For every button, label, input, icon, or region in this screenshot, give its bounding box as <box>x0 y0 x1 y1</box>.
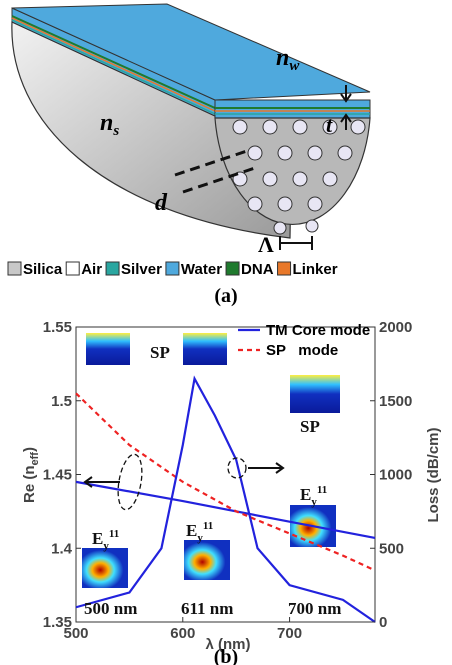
y2-tick-label: 1000 <box>379 467 412 484</box>
legend-swatch <box>8 262 21 275</box>
ns-sub: s <box>112 123 119 139</box>
mode-sub: y <box>197 532 203 544</box>
legend-label: Linker <box>293 261 338 278</box>
legend-swatch <box>106 262 119 275</box>
figure: nw ns t d Λ SilicaAirSilverWaterDNALinke… <box>0 0 452 665</box>
nw-sub: w <box>289 58 300 74</box>
legend-label: DNA <box>241 261 274 278</box>
pitch-label: Λ <box>258 232 274 257</box>
legend-swatch <box>166 262 179 275</box>
inset-sp-1 <box>86 333 130 365</box>
y-tick-label: 1.5 <box>51 393 72 410</box>
nw-base: n <box>276 45 289 71</box>
page: {"diagram": { "n_w": {"base": "n", "sub"… <box>0 0 452 665</box>
caption-a: (a) <box>214 285 237 307</box>
t-label: t <box>326 112 333 137</box>
y-label-sub: eff <box>29 452 41 466</box>
y2-tick-label: 2000 <box>379 319 412 336</box>
mode-sup: 11 <box>109 528 119 540</box>
wavelength-label: 700 nm <box>288 599 341 618</box>
mode-base: E <box>300 485 311 504</box>
y2-tick-label: 0 <box>379 614 387 631</box>
d-label: d <box>155 190 168 216</box>
wavelength-label: 500 nm <box>84 599 137 618</box>
legend-swatch <box>226 262 239 275</box>
legend-label: Water <box>181 261 222 278</box>
legend-label: Silica <box>23 261 63 278</box>
y-tick-label: 1.4 <box>51 540 73 557</box>
mode-base: E <box>92 529 103 548</box>
legend-swatch <box>66 262 79 275</box>
caption-b: (b) <box>214 646 238 665</box>
mode-sub: y <box>103 540 109 552</box>
nw-label: nw <box>276 45 300 74</box>
y-tick-label: 1.45 <box>43 467 72 484</box>
inset-sp-3 <box>290 375 340 413</box>
y-label-end: ) <box>21 447 38 452</box>
y2-axis-label: Loss (dB/cm) <box>425 427 442 522</box>
y2-tick-label: 500 <box>379 540 404 557</box>
mode-sup: 11 <box>317 484 327 496</box>
chart: SP SP Ey11 Ey11 Ey11 500 nm 611 nm 700 n… <box>21 319 442 665</box>
x-tick-label: 700 <box>277 625 302 642</box>
inset-sp-2 <box>183 333 227 365</box>
x-tick-label: 600 <box>170 625 195 642</box>
legend-label: SP mode <box>266 342 338 359</box>
legend-swatch <box>278 262 291 275</box>
legend-label: Silver <box>121 261 162 278</box>
sp-label-1: SP <box>150 343 170 362</box>
inset-core-2 <box>184 540 230 580</box>
y-axis-label: Re (neff) <box>21 447 41 503</box>
diagram-legend: Silica Air Silver Water DNA Linker <box>8 261 338 278</box>
mode-sup: 11 <box>203 520 213 532</box>
legend-label: Air <box>81 261 102 278</box>
y2-tick-label: 1500 <box>379 393 412 410</box>
sp-label-2: SP <box>300 417 320 436</box>
wavelength-label: 611 nm <box>181 599 233 618</box>
mode-sub: y <box>311 496 317 508</box>
mode-base: E <box>186 521 197 540</box>
pitch-arrow <box>280 236 312 250</box>
y-tick-label: 1.55 <box>43 319 72 336</box>
y-label-main: Re (n <box>21 465 38 503</box>
legend-label: TM Core mode <box>266 322 370 339</box>
ns-base: n <box>100 110 113 136</box>
inset-core-1 <box>82 548 128 588</box>
x-tick-label: 500 <box>63 625 88 642</box>
